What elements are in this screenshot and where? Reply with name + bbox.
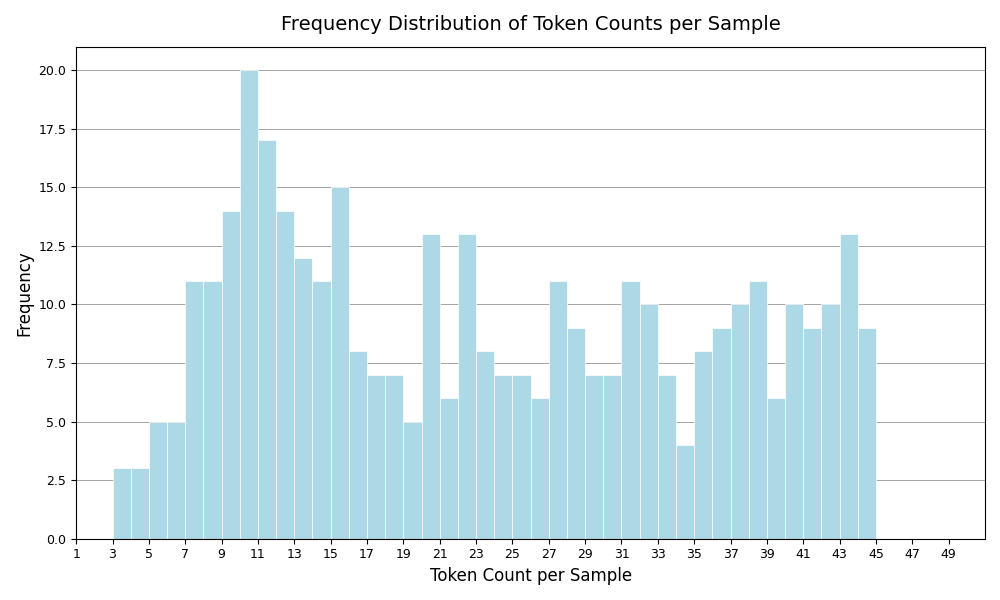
- Bar: [331, 187, 349, 539]
- X-axis label: Token Count per Sample: Token Count per Sample: [430, 567, 632, 585]
- Bar: [767, 398, 785, 539]
- Bar: [803, 328, 821, 539]
- Bar: [567, 328, 585, 539]
- Bar: [440, 398, 458, 539]
- Bar: [640, 304, 658, 539]
- Y-axis label: Frequency: Frequency: [15, 250, 33, 335]
- Bar: [385, 375, 403, 539]
- Bar: [603, 375, 621, 539]
- Bar: [749, 281, 767, 539]
- Bar: [131, 469, 149, 539]
- Bar: [349, 351, 367, 539]
- Bar: [185, 281, 203, 539]
- Bar: [403, 422, 422, 539]
- Bar: [585, 375, 603, 539]
- Bar: [785, 304, 803, 539]
- Bar: [149, 422, 167, 539]
- Bar: [167, 422, 185, 539]
- Bar: [494, 375, 512, 539]
- Bar: [531, 398, 549, 539]
- Bar: [549, 281, 567, 539]
- Bar: [621, 281, 640, 539]
- Bar: [113, 469, 131, 539]
- Bar: [240, 70, 258, 539]
- Bar: [203, 281, 222, 539]
- Bar: [258, 140, 276, 539]
- Bar: [694, 351, 712, 539]
- Bar: [712, 328, 731, 539]
- Bar: [731, 304, 749, 539]
- Bar: [276, 211, 294, 539]
- Bar: [422, 234, 440, 539]
- Bar: [676, 445, 694, 539]
- Bar: [476, 351, 494, 539]
- Bar: [858, 328, 876, 539]
- Bar: [512, 375, 531, 539]
- Bar: [821, 304, 840, 539]
- Bar: [294, 257, 312, 539]
- Title: Frequency Distribution of Token Counts per Sample: Frequency Distribution of Token Counts p…: [281, 15, 780, 34]
- Bar: [840, 234, 858, 539]
- Bar: [312, 281, 331, 539]
- Bar: [658, 375, 676, 539]
- Bar: [222, 211, 240, 539]
- Bar: [367, 375, 385, 539]
- Bar: [458, 234, 476, 539]
